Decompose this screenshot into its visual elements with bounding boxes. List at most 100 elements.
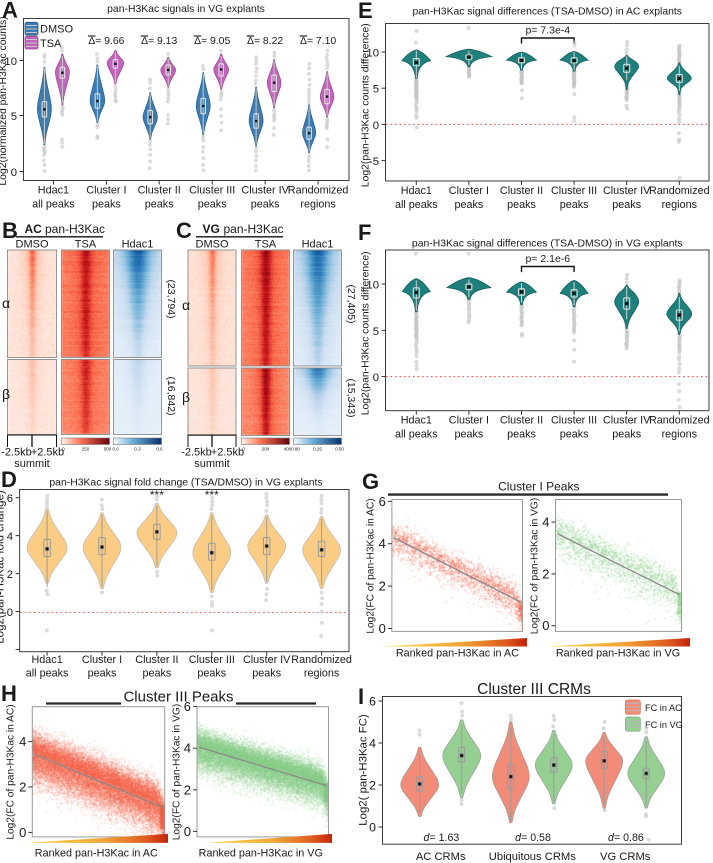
svg-text:400: 400: [284, 447, 292, 452]
svg-text:p= 7.3e-4: p= 7.3e-4: [525, 25, 570, 37]
svg-text:10: 10: [366, 48, 379, 60]
svg-text:Δ= 9.66: Δ= 9.66: [88, 36, 124, 47]
svg-text:all peaks: all peaks: [395, 429, 438, 441]
svg-text:0.25: 0.25: [313, 447, 322, 452]
svg-text:2: 2: [184, 782, 191, 797]
svg-text:peaks: peaks: [92, 199, 121, 211]
svg-text:Log2(pan-H3Kac counts differen: Log2(pan-H3Kac counts difference): [361, 251, 372, 415]
svg-text:β: β: [2, 386, 10, 402]
svg-text:Δ= 8.22: Δ= 8.22: [247, 36, 283, 47]
svg-text:pan-H3Kac signal differences (: pan-H3Kac signal differences (TSA-DMSO) …: [412, 239, 683, 250]
svg-text:α: α: [2, 295, 10, 311]
svg-text:pan-H3Kac signals in VG explan: pan-H3Kac signals in VG explants: [107, 4, 265, 15]
svg-text:(16,842): (16,842): [165, 376, 177, 415]
svg-text:2: 2: [19, 780, 26, 795]
svg-text:Hdac1: Hdac1: [38, 185, 69, 197]
svg-text:regions: regions: [304, 668, 340, 680]
svg-text:pan-H3Kac signal fold change (: pan-H3Kac signal fold change (TSA/DMSO) …: [49, 478, 322, 489]
svg-text:Log2(pan-H3Kac counts differen: Log2(pan-H3Kac counts difference): [361, 23, 372, 187]
svg-text:0: 0: [11, 167, 17, 179]
svg-text:Cluster III: Cluster III: [189, 185, 235, 197]
svg-text:peaks: peaks: [612, 429, 641, 441]
svg-text:2: 2: [369, 779, 376, 793]
svg-text:peaks: peaks: [197, 668, 226, 680]
svg-text:0: 0: [373, 372, 379, 384]
svg-text:F: F: [358, 220, 371, 245]
svg-text:250: 250: [82, 447, 90, 452]
svg-text:D: D: [1, 467, 17, 492]
svg-text:summit: summit: [14, 458, 49, 470]
svg-text:Hdac1: Hdac1: [302, 239, 334, 251]
svg-text:TSA: TSA: [40, 38, 62, 50]
svg-text:Ubiquitous CRMs: Ubiquitous CRMs: [489, 851, 576, 863]
svg-text:peaks: peaks: [560, 199, 589, 211]
svg-text:E: E: [358, 0, 373, 23]
svg-text:10: 10: [4, 56, 17, 68]
svg-text:Log2(FC of pan-H3Kac in AC): Log2(FC of pan-H3Kac in AC): [366, 498, 377, 633]
svg-text:0: 0: [542, 618, 549, 633]
svg-text:+2.5kb: +2.5kb: [211, 447, 244, 459]
svg-text:peaks: peaks: [252, 668, 281, 680]
svg-text:peaks: peaks: [88, 668, 117, 680]
svg-text:AC CRMs: AC CRMs: [416, 851, 466, 863]
svg-text:pan-H3Kac signal differences (: pan-H3Kac signal differences (TSA-DMSO) …: [412, 7, 682, 18]
svg-text:I: I: [358, 684, 364, 709]
svg-text:regions: regions: [662, 429, 698, 441]
svg-text:2: 2: [7, 569, 13, 581]
svg-text:Cluster IV: Cluster IV: [603, 415, 651, 427]
svg-text:Cluster II: Cluster II: [138, 185, 181, 197]
svg-text:Cluster II: Cluster II: [500, 415, 543, 427]
svg-text:peaks: peaks: [251, 199, 280, 211]
svg-text:Cluster IV: Cluster IV: [243, 654, 291, 666]
svg-text:0.0: 0.0: [112, 447, 119, 452]
svg-text:β: β: [182, 389, 190, 405]
svg-text:Cluster IV: Cluster IV: [603, 185, 651, 197]
svg-text:200: 200: [262, 447, 270, 452]
svg-text:***: ***: [205, 488, 219, 502]
svg-text:0: 0: [242, 447, 245, 452]
svg-text:5: 5: [373, 326, 379, 338]
svg-text:Cluster I: Cluster I: [86, 185, 126, 197]
svg-text:0: 0: [373, 120, 379, 132]
svg-text:4: 4: [7, 531, 13, 543]
svg-text:peaks: peaks: [454, 429, 483, 441]
svg-text:Cluster III: Cluster III: [551, 415, 597, 427]
svg-text:5: 5: [11, 111, 17, 123]
svg-text:Δ= 7.10: Δ= 7.10: [300, 36, 336, 47]
svg-text:0.80: 0.80: [291, 447, 300, 452]
svg-text:Hdac1: Hdac1: [122, 239, 154, 251]
svg-text:+2.5kb: +2.5kb: [31, 447, 64, 459]
svg-text:peaks: peaks: [454, 199, 483, 211]
svg-text:Δ= 9.13: Δ= 9.13: [141, 36, 177, 47]
svg-text:C: C: [176, 218, 192, 243]
svg-text:TSA: TSA: [75, 239, 97, 251]
svg-text:peaks: peaks: [142, 668, 171, 680]
svg-text:4: 4: [379, 536, 386, 551]
svg-text:Cluster III: Cluster III: [189, 654, 235, 666]
svg-text:5: 5: [373, 84, 379, 96]
svg-text:peaks: peaks: [507, 199, 536, 211]
svg-text:0: 0: [62, 447, 65, 452]
svg-text:DMSO: DMSO: [196, 239, 229, 251]
svg-text:0: 0: [369, 821, 376, 835]
svg-text:FC in VG: FC in VG: [645, 720, 683, 730]
svg-text:4: 4: [184, 741, 191, 756]
svg-text:p= 2.1e-6: p= 2.1e-6: [525, 253, 570, 265]
svg-text:all peaks: all peaks: [32, 199, 75, 211]
svg-text:2: 2: [542, 566, 549, 581]
svg-text:(23,794): (23,794): [165, 279, 177, 318]
svg-text:peaks: peaks: [612, 199, 641, 211]
svg-text:VG: VG: [203, 222, 220, 236]
svg-text:2: 2: [379, 579, 386, 594]
svg-text:Randomized: Randomized: [649, 415, 710, 427]
svg-text:Randomized: Randomized: [288, 185, 349, 197]
svg-text:Cluster I: Cluster I: [82, 654, 122, 666]
svg-text:Randomized: Randomized: [649, 185, 710, 197]
svg-text:10: 10: [366, 280, 379, 292]
svg-text:d: d: [424, 832, 431, 844]
svg-text:6: 6: [184, 699, 191, 714]
svg-text:6: 6: [7, 493, 13, 505]
svg-text:AC: AC: [25, 222, 43, 236]
svg-text:all peaks: all peaks: [26, 668, 69, 680]
svg-text:A: A: [2, 0, 18, 23]
